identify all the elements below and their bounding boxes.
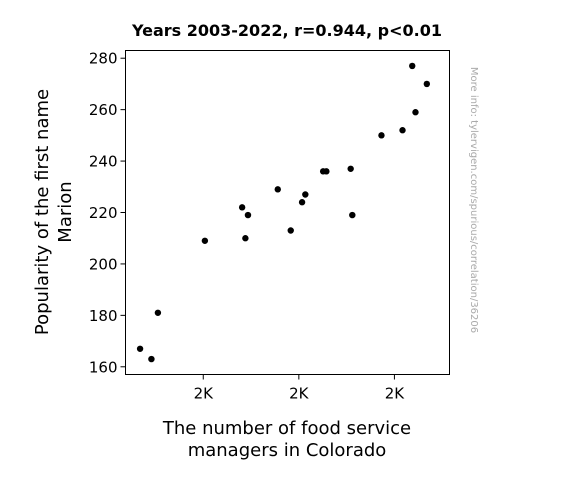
y-tick-label: 280: [89, 50, 118, 68]
data-point: [323, 168, 330, 175]
data-point: [302, 191, 309, 198]
data-point: [201, 237, 209, 244]
y-axis: 160 180 200 220 240 260 280: [89, 50, 126, 376]
plot-area: [125, 50, 450, 375]
y-tick-label: 260: [89, 101, 118, 119]
data-point: [423, 80, 431, 88]
y-tick-label: 200: [89, 255, 118, 273]
data-point: [154, 309, 162, 316]
data-point: [242, 235, 249, 242]
x-axis: 2K 2K 2K: [194, 374, 406, 403]
y-axis-label-line1: Popularity of the first name: [32, 89, 53, 335]
y-tick-label: 160: [89, 358, 118, 376]
data-point: [136, 345, 144, 352]
data-point: [378, 132, 385, 139]
x-tick-label: 2K: [385, 385, 406, 403]
data-point: [412, 109, 419, 116]
y-tick-label: 240: [89, 153, 118, 171]
data-point: [409, 62, 416, 70]
data-point: [298, 199, 306, 206]
y-tick-label: 220: [89, 204, 118, 222]
x-axis-label-line1: The number of food service: [162, 418, 411, 439]
data-point: [274, 186, 281, 193]
data-point: [347, 165, 354, 172]
data-point: [399, 127, 406, 134]
watermark: More info: tylervigen.com/spurious/corre…: [468, 67, 479, 333]
data-point: [238, 204, 246, 211]
y-axis-label-line2: Marion: [55, 181, 76, 242]
y-tick-label: 180: [89, 307, 118, 325]
data-point: [244, 211, 252, 219]
data-points: [136, 62, 431, 363]
x-tick-label: 2K: [194, 385, 215, 403]
x-axis-label-line2: managers in Colorado: [188, 440, 387, 461]
chart-title: Years 2003-2022, r=0.944, p<0.01: [131, 21, 442, 40]
data-point: [349, 211, 356, 219]
data-point: [287, 227, 294, 234]
x-tick-label: 2K: [289, 385, 310, 403]
data-point: [148, 355, 155, 363]
